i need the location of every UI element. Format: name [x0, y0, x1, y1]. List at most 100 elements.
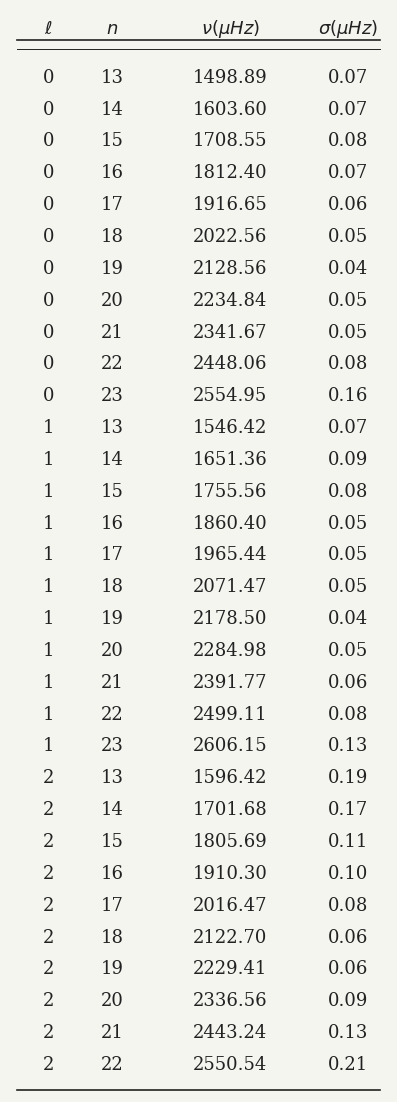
Text: 1546.42: 1546.42 [193, 419, 267, 437]
Text: 0: 0 [43, 68, 54, 87]
Text: $\sigma(\mu Hz)$: $\sigma(\mu Hz)$ [318, 18, 378, 40]
Text: 14: 14 [100, 801, 123, 819]
Text: 0: 0 [43, 164, 54, 182]
Text: 20: 20 [100, 642, 123, 660]
Text: 1: 1 [43, 483, 54, 500]
Text: 0.07: 0.07 [328, 68, 368, 87]
Text: 21: 21 [100, 324, 123, 342]
Text: $\ell$: $\ell$ [44, 20, 53, 37]
Text: 2: 2 [43, 801, 54, 819]
Text: 2016.47: 2016.47 [193, 897, 267, 915]
Text: 0.05: 0.05 [328, 292, 368, 310]
Text: 0.04: 0.04 [328, 260, 368, 278]
Text: 2229.41: 2229.41 [193, 960, 267, 979]
Text: 0.05: 0.05 [328, 579, 368, 596]
Text: 2550.54: 2550.54 [193, 1056, 267, 1074]
Text: 1: 1 [43, 611, 54, 628]
Text: 0.06: 0.06 [328, 196, 368, 214]
Text: 1916.65: 1916.65 [193, 196, 268, 214]
Text: 14: 14 [100, 451, 123, 468]
Text: 0: 0 [43, 196, 54, 214]
Text: 14: 14 [100, 100, 123, 119]
Text: 2554.95: 2554.95 [193, 387, 267, 406]
Text: 17: 17 [100, 547, 123, 564]
Text: 0.11: 0.11 [328, 833, 368, 851]
Text: 20: 20 [100, 292, 123, 310]
Text: 1755.56: 1755.56 [193, 483, 267, 500]
Text: 0.08: 0.08 [328, 483, 368, 500]
Text: 0: 0 [43, 355, 54, 374]
Text: 23: 23 [100, 387, 123, 406]
Text: 0.07: 0.07 [328, 164, 368, 182]
Text: 1812.40: 1812.40 [193, 164, 267, 182]
Text: 1603.60: 1603.60 [193, 100, 268, 119]
Text: 16: 16 [100, 164, 123, 182]
Text: 1: 1 [43, 673, 54, 692]
Text: 0.05: 0.05 [328, 547, 368, 564]
Text: 22: 22 [100, 355, 123, 374]
Text: 0.06: 0.06 [328, 673, 368, 692]
Text: 2178.50: 2178.50 [193, 611, 267, 628]
Text: 2: 2 [43, 929, 54, 947]
Text: 1860.40: 1860.40 [193, 515, 268, 532]
Text: 1: 1 [43, 547, 54, 564]
Text: 15: 15 [100, 132, 123, 151]
Text: 2606.15: 2606.15 [193, 737, 267, 756]
Text: 19: 19 [100, 260, 123, 278]
Text: 0.08: 0.08 [328, 705, 368, 724]
Text: 2391.77: 2391.77 [193, 673, 267, 692]
Text: 2234.84: 2234.84 [193, 292, 267, 310]
Text: 22: 22 [100, 1056, 123, 1074]
Text: 0.16: 0.16 [328, 387, 368, 406]
Text: 23: 23 [100, 737, 123, 756]
Text: 2284.98: 2284.98 [193, 642, 267, 660]
Text: 16: 16 [100, 515, 123, 532]
Text: 19: 19 [100, 611, 123, 628]
Text: 2448.06: 2448.06 [193, 355, 267, 374]
Text: 16: 16 [100, 865, 123, 883]
Text: 21: 21 [100, 1024, 123, 1042]
Text: 0: 0 [43, 132, 54, 151]
Text: 1: 1 [43, 451, 54, 468]
Text: 0.21: 0.21 [328, 1056, 368, 1074]
Text: 2022.56: 2022.56 [193, 228, 267, 246]
Text: 21: 21 [100, 673, 123, 692]
Text: 2443.24: 2443.24 [193, 1024, 267, 1042]
Text: 17: 17 [100, 196, 123, 214]
Text: 0: 0 [43, 292, 54, 310]
Text: 1596.42: 1596.42 [193, 769, 267, 787]
Text: 2122.70: 2122.70 [193, 929, 267, 947]
Text: 2: 2 [43, 960, 54, 979]
Text: 0.09: 0.09 [328, 451, 368, 468]
Text: 2: 2 [43, 992, 54, 1011]
Text: 0.05: 0.05 [328, 515, 368, 532]
Text: 2128.56: 2128.56 [193, 260, 267, 278]
Text: 13: 13 [100, 769, 123, 787]
Text: 2071.47: 2071.47 [193, 579, 267, 596]
Text: 2: 2 [43, 769, 54, 787]
Text: 2: 2 [43, 865, 54, 883]
Text: 0.06: 0.06 [328, 929, 368, 947]
Text: 2: 2 [43, 1056, 54, 1074]
Text: 1: 1 [43, 419, 54, 437]
Text: 18: 18 [100, 579, 123, 596]
Text: 0: 0 [43, 387, 54, 406]
Text: 0.04: 0.04 [328, 611, 368, 628]
Text: 1651.36: 1651.36 [193, 451, 268, 468]
Text: $\nu(\mu Hz)$: $\nu(\mu Hz)$ [200, 18, 260, 40]
Text: 18: 18 [100, 228, 123, 246]
Text: 0.13: 0.13 [328, 1024, 368, 1042]
Text: 1701.68: 1701.68 [193, 801, 268, 819]
Text: 1: 1 [43, 705, 54, 724]
Text: 0.08: 0.08 [328, 355, 368, 374]
Text: 0: 0 [43, 100, 54, 119]
Text: 1: 1 [43, 515, 54, 532]
Text: 2: 2 [43, 897, 54, 915]
Text: 15: 15 [100, 483, 123, 500]
Text: 0.08: 0.08 [328, 132, 368, 151]
Text: 0: 0 [43, 324, 54, 342]
Text: 0: 0 [43, 228, 54, 246]
Text: 17: 17 [100, 897, 123, 915]
Text: 0.07: 0.07 [328, 419, 368, 437]
Text: 0.08: 0.08 [328, 897, 368, 915]
